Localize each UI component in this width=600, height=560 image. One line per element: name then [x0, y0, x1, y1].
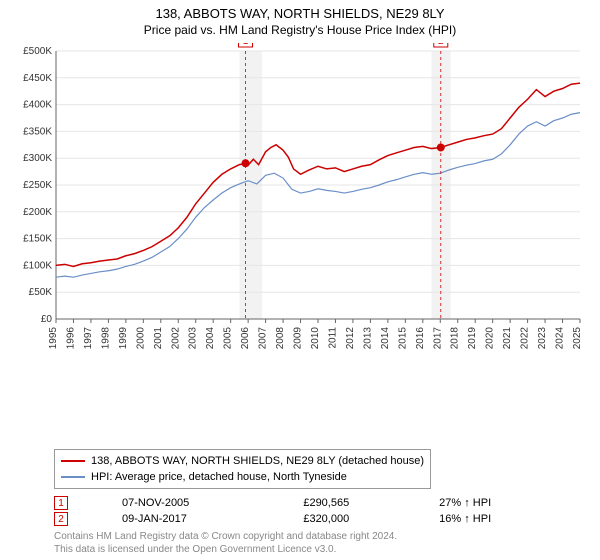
svg-text:1: 1 — [243, 43, 249, 47]
svg-text:£300K: £300K — [23, 153, 52, 164]
transactions-table: 1 07-NOV-2005£290,56527% ↑ HPI 2 09-JAN-201… — [54, 495, 588, 527]
svg-text:2021: 2021 — [502, 327, 513, 350]
svg-text:£0: £0 — [41, 314, 53, 325]
svg-text:1998: 1998 — [100, 327, 111, 350]
svg-text:2018: 2018 — [450, 327, 461, 350]
tx-delta: 16% ↑ HPI — [439, 511, 588, 527]
price-chart: £0 £50K £100K £150K £200K £250K £300K £350K £400… — [12, 43, 588, 443]
tx-date: 09-JAN-2017 — [122, 511, 303, 527]
svg-text:2010: 2010 — [310, 327, 321, 350]
svg-text:£500K: £500K — [23, 46, 52, 57]
credits-line2: This data is licensed under the Open Gov… — [54, 544, 588, 557]
legend-swatch — [61, 476, 85, 478]
svg-text:1999: 1999 — [118, 327, 129, 350]
tx-badge: 2 — [54, 512, 68, 526]
svg-text:1996: 1996 — [65, 327, 76, 350]
chart-svg: £0 £50K £100K £150K £200K £250K £300K £350K £400… — [12, 43, 588, 363]
svg-text:2006: 2006 — [240, 327, 251, 350]
tx-price: £320,000 — [303, 511, 439, 527]
credits-line1: Contains HM Land Registry data © Crown c… — [54, 531, 588, 544]
svg-text:£50K: £50K — [29, 287, 53, 298]
svg-text:£400K: £400K — [23, 100, 52, 111]
svg-text:2017: 2017 — [432, 327, 443, 350]
svg-text:2005: 2005 — [223, 327, 234, 350]
table-row: 1 07-NOV-2005£290,56527% ↑ HPI — [54, 495, 588, 511]
svg-text:£150K: £150K — [23, 234, 52, 245]
svg-text:2000: 2000 — [135, 327, 146, 350]
tx-date: 07-NOV-2005 — [122, 495, 303, 511]
svg-text:2003: 2003 — [188, 327, 199, 350]
svg-text:2: 2 — [438, 43, 444, 47]
svg-text:2025: 2025 — [572, 327, 583, 350]
svg-text:£450K: £450K — [23, 73, 52, 84]
svg-text:£200K: £200K — [23, 207, 52, 218]
svg-text:2015: 2015 — [397, 327, 408, 350]
svg-text:2007: 2007 — [258, 327, 269, 350]
svg-text:2013: 2013 — [362, 327, 373, 350]
legend-row: HPI: Average price, detached house, Nort… — [61, 469, 424, 485]
svg-text:2020: 2020 — [485, 327, 496, 350]
legend-label: 138, ABBOTS WAY, NORTH SHIELDS, NE29 8LY… — [91, 453, 424, 469]
svg-text:2012: 2012 — [345, 327, 356, 350]
svg-text:1995: 1995 — [48, 327, 59, 350]
svg-text:2001: 2001 — [153, 327, 164, 350]
credits: Contains HM Land Registry data © Crown c… — [54, 531, 588, 556]
svg-text:2024: 2024 — [555, 327, 566, 350]
svg-text:£250K: £250K — [23, 180, 52, 191]
svg-text:2023: 2023 — [537, 327, 548, 350]
table-row: 2 09-JAN-2017£320,00016% ↑ HPI — [54, 511, 588, 527]
svg-text:2016: 2016 — [415, 327, 426, 350]
svg-text:2009: 2009 — [293, 327, 304, 350]
svg-text:1997: 1997 — [83, 327, 94, 350]
address-title: 138, ABBOTS WAY, NORTH SHIELDS, NE29 8LY — [12, 6, 588, 21]
svg-text:2022: 2022 — [520, 327, 531, 350]
svg-text:£100K: £100K — [23, 260, 52, 271]
legend-swatch — [61, 460, 85, 462]
svg-text:2004: 2004 — [205, 327, 216, 350]
svg-text:2019: 2019 — [467, 327, 478, 350]
svg-text:2008: 2008 — [275, 327, 286, 350]
tx-price: £290,565 — [303, 495, 439, 511]
legend-box: 138, ABBOTS WAY, NORTH SHIELDS, NE29 8LY… — [12, 443, 588, 495]
svg-text:2014: 2014 — [380, 327, 391, 350]
svg-text:2011: 2011 — [327, 327, 338, 349]
legend-label: HPI: Average price, detached house, Nort… — [91, 469, 347, 485]
chart-subtitle: Price paid vs. HM Land Registry's House … — [12, 23, 588, 37]
legend-row: 138, ABBOTS WAY, NORTH SHIELDS, NE29 8LY… — [61, 453, 424, 469]
tx-delta: 27% ↑ HPI — [439, 495, 588, 511]
svg-text:£350K: £350K — [23, 126, 52, 137]
svg-text:2002: 2002 — [170, 327, 181, 350]
tx-badge: 1 — [54, 496, 68, 510]
